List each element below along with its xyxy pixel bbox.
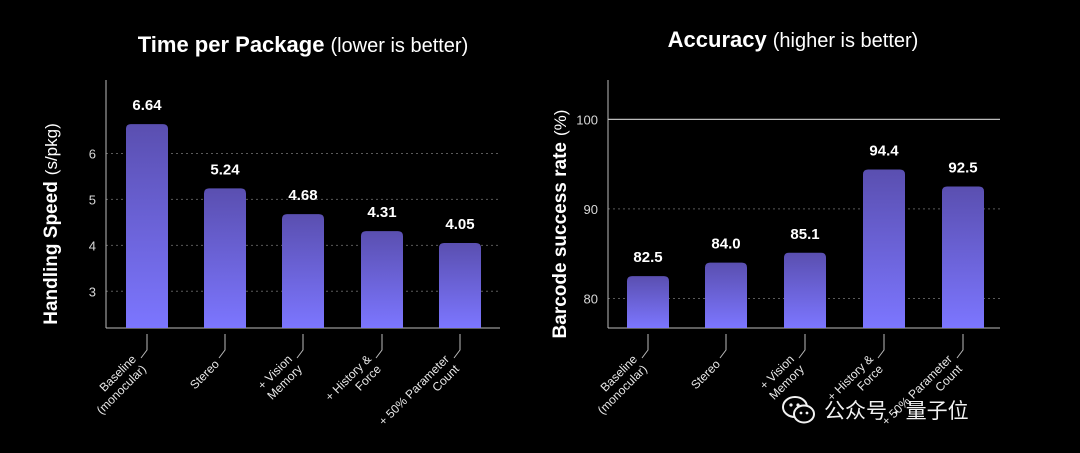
category-label: Baseline(monocular) (84, 352, 149, 417)
category-label-line: Stereo (688, 357, 723, 392)
bar-value-label: 4.31 (367, 204, 396, 221)
bar (204, 188, 246, 328)
y-axis-label: Barcode success rate (%) (550, 110, 571, 339)
bar-value-label: 82.5 (633, 249, 662, 266)
accuracy-chart: Accuracy (higher is better) Barcode succes… (550, 27, 1000, 428)
chart-title-main: Time per Package (138, 32, 325, 57)
category-leader-line (375, 334, 383, 359)
bar-value-label: 4.68 (288, 187, 317, 204)
watermark-text: 公众号 · 量子位 (824, 400, 969, 423)
y-axis-label-main: Barcode success rate (550, 142, 571, 338)
bar-value-label: 84.0 (711, 236, 740, 253)
category-label: Baseline(monocular) (585, 352, 650, 417)
category-leader-line (296, 334, 304, 359)
bar (942, 186, 984, 328)
y-tick-label: 90 (584, 202, 598, 217)
y-tick-label: 100 (576, 112, 598, 127)
bar (282, 214, 324, 328)
chart-title: Time per Package (lower is better) (138, 32, 469, 57)
category-label: Stereo (187, 357, 222, 392)
category-leader-line (453, 334, 461, 359)
bar-value-label: 92.5 (948, 160, 977, 177)
y-axis-label-unit: (s/pkg) (42, 123, 61, 175)
y-axis-label-unit: (%) (551, 110, 570, 136)
bar-value-label: 6.64 (132, 97, 162, 114)
y-axis-label: Handling Speed (s/pkg) (41, 123, 62, 325)
chart-title: Accuracy (higher is better) (668, 27, 919, 52)
y-tick-label: 5 (89, 192, 96, 207)
y-tick-label: 3 (89, 284, 96, 299)
y-tick-label: 6 (89, 146, 96, 161)
chart-title-subtitle: (higher is better) (773, 30, 919, 52)
category-label: Stereo (688, 357, 723, 392)
category-leader-line (877, 334, 885, 359)
y-axis-label-main: Handling Speed (41, 181, 62, 325)
category-leader-line (218, 334, 226, 359)
time-per-package-chart: Time per Package (lower is better) Handlin… (41, 32, 500, 439)
bar (126, 124, 168, 328)
bar (863, 169, 905, 328)
wechat-icon (782, 396, 815, 424)
category-label-line: Stereo (187, 357, 222, 392)
chart-title-subtitle: (lower is better) (330, 35, 468, 57)
bar (784, 252, 826, 328)
y-tick-label: 80 (584, 291, 598, 306)
bar-value-label: 5.24 (210, 161, 240, 178)
bar-value-label: 85.1 (790, 226, 819, 243)
bar (361, 231, 403, 328)
category-label: + History &Force (322, 352, 384, 414)
category-label: + VisionMemory (254, 352, 304, 402)
y-tick-label: 4 (89, 238, 96, 253)
category-leader-line (719, 334, 727, 359)
watermark: 公众号 · 量子位 (782, 392, 969, 428)
chart-title-main: Accuracy (668, 27, 768, 52)
bar-value-label: 94.4 (869, 143, 899, 160)
bar (705, 262, 747, 328)
bar-value-label: 4.05 (445, 216, 474, 233)
category-leader-line (956, 334, 964, 359)
category-leader-line (140, 334, 148, 359)
category-leader-line (641, 334, 649, 359)
category-label: + 50% ParameterCount (376, 352, 463, 439)
bar (439, 243, 481, 328)
category-leader-line (798, 334, 806, 359)
bar (627, 276, 669, 328)
